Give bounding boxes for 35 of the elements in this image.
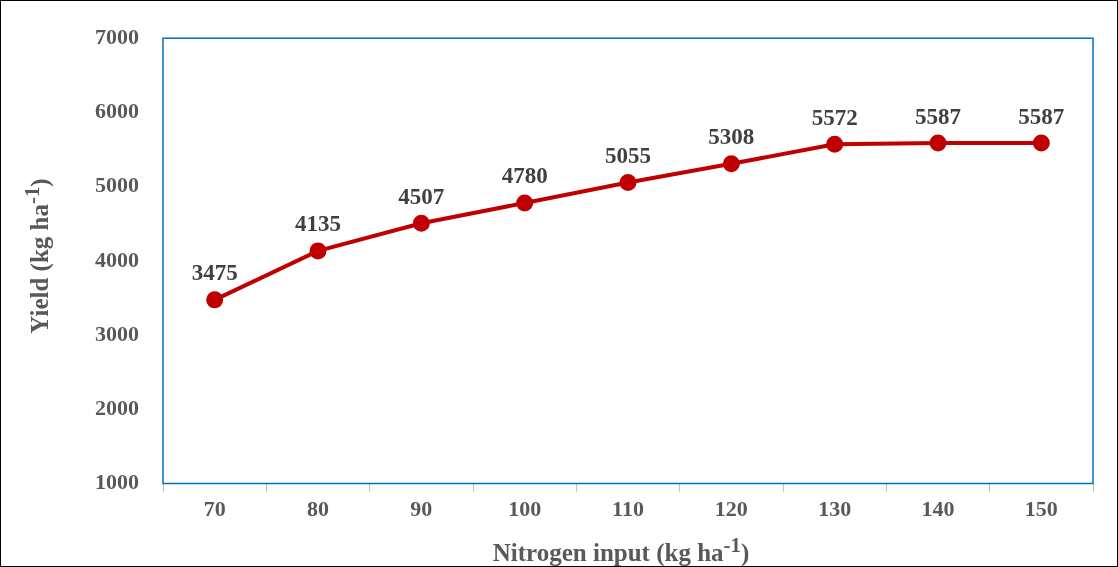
x-axis-title: Nitrogen input (kg ha$^{-1}$) (492, 533, 750, 567)
data-label: 5055 (605, 143, 651, 169)
y-tick-label: 5000 (95, 172, 139, 198)
data-label: 4135 (295, 211, 341, 237)
point (309, 242, 327, 260)
y-tick-label: 2000 (95, 395, 139, 421)
y-tick-label: 1000 (95, 469, 139, 495)
x-tick-label: 70 (203, 496, 226, 522)
data-label: 5572 (811, 104, 858, 130)
y-tick-label: 3000 (95, 320, 139, 346)
point (1032, 134, 1050, 152)
x-tick-label: 100 (508, 496, 542, 522)
y-tick-label: 7000 (95, 23, 139, 49)
x-tick-label: 130 (818, 496, 852, 522)
point (722, 155, 740, 173)
point (206, 291, 224, 309)
x-tick-label: 140 (921, 496, 955, 522)
point (929, 134, 947, 152)
point (619, 174, 637, 192)
point (412, 214, 430, 232)
x-tick-label: 80 (307, 496, 329, 522)
point (516, 194, 534, 212)
point (826, 135, 844, 153)
x-tick-label: 120 (714, 496, 748, 522)
y-tick-label: 4000 (95, 246, 139, 272)
x-tick-label: 110 (612, 496, 644, 522)
data-label: 5308 (708, 124, 755, 150)
x-tick-label: 90 (410, 496, 433, 522)
data-label: 5587 (1018, 103, 1065, 129)
data-label: 4780 (501, 163, 548, 189)
x-tick-label: 150 (1024, 496, 1058, 522)
data-label: 4507 (398, 183, 445, 209)
y-tick-label: 6000 (95, 98, 139, 124)
data-label: 5587 (915, 103, 961, 129)
data-label: 3475 (191, 260, 238, 286)
